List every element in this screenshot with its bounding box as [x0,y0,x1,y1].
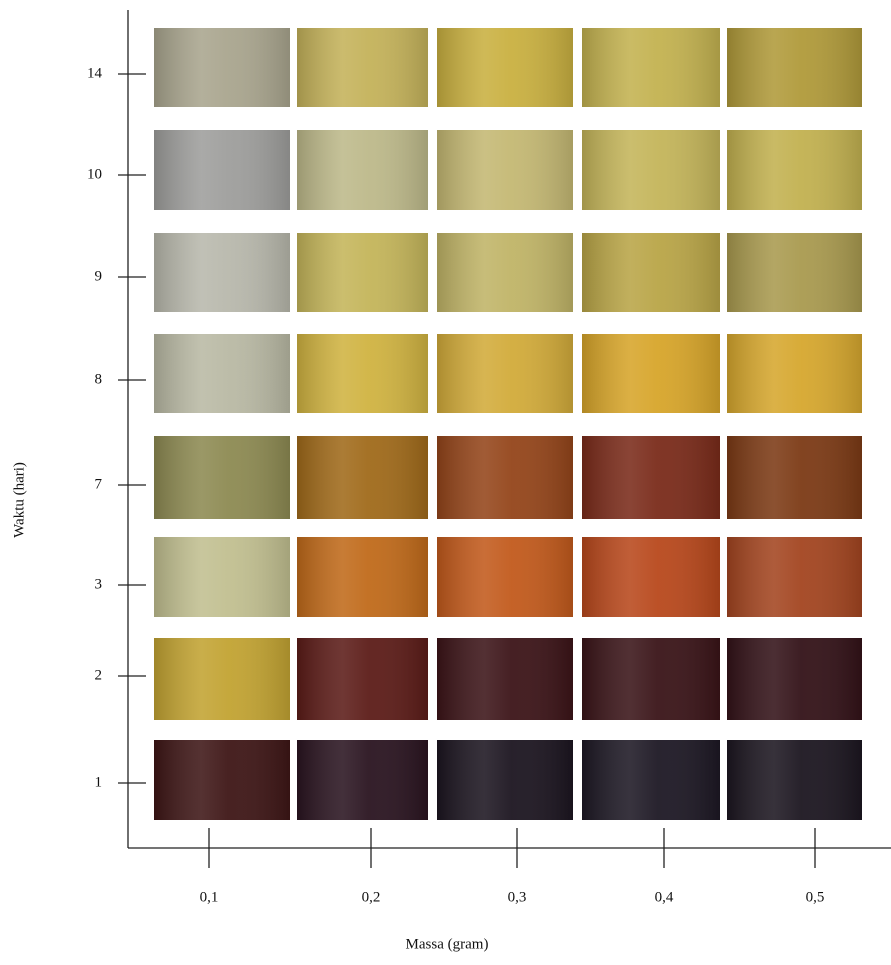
photo-sheen [154,233,290,312]
x-tick-label: 0,1 [200,889,219,905]
photo-sheen [582,28,720,107]
x-tick-label: 0,3 [508,889,527,905]
photo-sheen [727,740,862,820]
photo-sheen [727,334,862,413]
x-tick-label: 0,4 [655,889,674,905]
photo-sheen [582,436,720,519]
photo-sheen [297,130,428,210]
x-tick-label: 0,5 [806,889,825,905]
photo-sheen [582,233,720,312]
photo-sheen [154,334,290,413]
figure: Massa (gram) Waktu (hari) 14 10 9 8 7 3 2 1 0,1 0… [0,0,891,965]
x-axis-label: Massa (gram) [406,936,489,952]
photo-sheen [437,740,573,820]
photo-sheen [297,28,428,107]
photo-sheen [437,638,573,720]
photo-sheen [582,537,720,617]
photo-sheen [297,436,428,519]
photo-sheen [727,28,862,107]
photo-sheen [154,436,290,519]
photo-sheen [437,233,573,312]
photo-sheen [437,28,573,107]
photo-sheen [297,740,428,820]
y-tick-label: 7 [95,476,103,492]
photo-sheen [727,537,862,617]
photo-sheen [727,436,862,519]
photo-sheen [582,740,720,820]
photo-sheen [154,740,290,820]
photo-sheen [154,130,290,210]
photo-sheen [154,28,290,107]
y-tick-label: 9 [95,268,103,284]
photo-sheen [582,334,720,413]
photo-sheen [727,233,862,312]
x-tick-label: 0,2 [362,889,381,905]
y-tick-label: 3 [95,576,103,592]
photo-sheen [437,537,573,617]
photo-sheen [582,130,720,210]
y-tick-label: 2 [95,667,103,683]
photo-sheen [297,638,428,720]
y-tick-label: 14 [87,65,103,81]
y-axis-label: Waktu (hari) [11,462,27,538]
photo-sheen [154,537,290,617]
y-tick-label: 10 [87,166,102,182]
photo-sheen [297,233,428,312]
photo-sheen [437,130,573,210]
photo-sheen [154,638,290,720]
photo-sheen [727,130,862,210]
photo-sheen [437,334,573,413]
y-tick-label: 8 [95,371,103,387]
photo-sheen [297,334,428,413]
photo-sheen [437,436,573,519]
photo-sheen [582,638,720,720]
y-tick-label: 1 [95,774,103,790]
photo-sheen [727,638,862,720]
photo-sheen [297,537,428,617]
